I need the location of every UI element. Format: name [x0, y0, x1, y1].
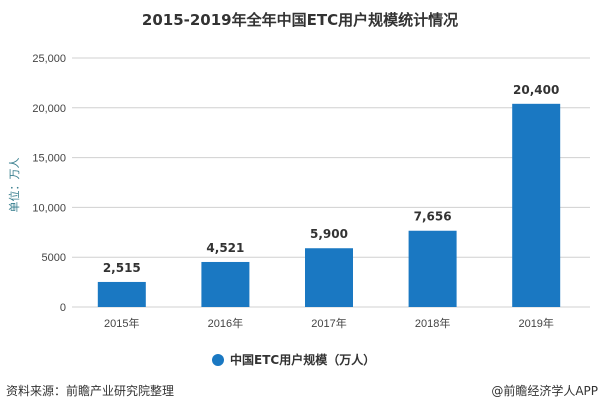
y-tick-label: 5000: [42, 252, 66, 264]
data-label: 4,521: [206, 241, 244, 255]
x-tick-label: 2019年: [518, 316, 553, 330]
y-tick-label: 15,000: [32, 153, 66, 165]
data-label: 2,515: [103, 261, 141, 275]
y-tick-label: 20,000: [32, 103, 66, 115]
y-axis-label: 单位：万人: [7, 158, 21, 213]
y-tick-label: 10,000: [32, 202, 66, 214]
y-tick-label: 25,000: [32, 53, 66, 65]
source-note: 资料来源：前瞻产业研究院整理: [6, 383, 174, 398]
y-tick-label: 0: [60, 302, 66, 314]
bar: [512, 103, 561, 307]
data-label: 20,400: [513, 83, 559, 97]
bar: [97, 281, 146, 307]
chart-title: 2015-2019年全年中国ETC用户规模统计情况: [142, 11, 458, 29]
credit-note: @前瞻经济学人APP: [491, 383, 598, 398]
x-tick-label: 2016年: [208, 316, 243, 330]
legend-label: 中国ETC用户规模（万人）: [230, 352, 375, 367]
legend: 中国ETC用户规模（万人）: [212, 352, 375, 367]
bar: [201, 261, 250, 307]
x-tick-label: 2015年: [104, 316, 139, 330]
x-tick-label: 2018年: [415, 316, 450, 330]
data-label: 5,900: [310, 227, 348, 241]
x-tick-label: 2017年: [311, 316, 346, 330]
data-label: 7,656: [414, 210, 452, 224]
legend-marker: [212, 354, 224, 366]
bar: [408, 230, 457, 307]
bar: [305, 248, 353, 307]
